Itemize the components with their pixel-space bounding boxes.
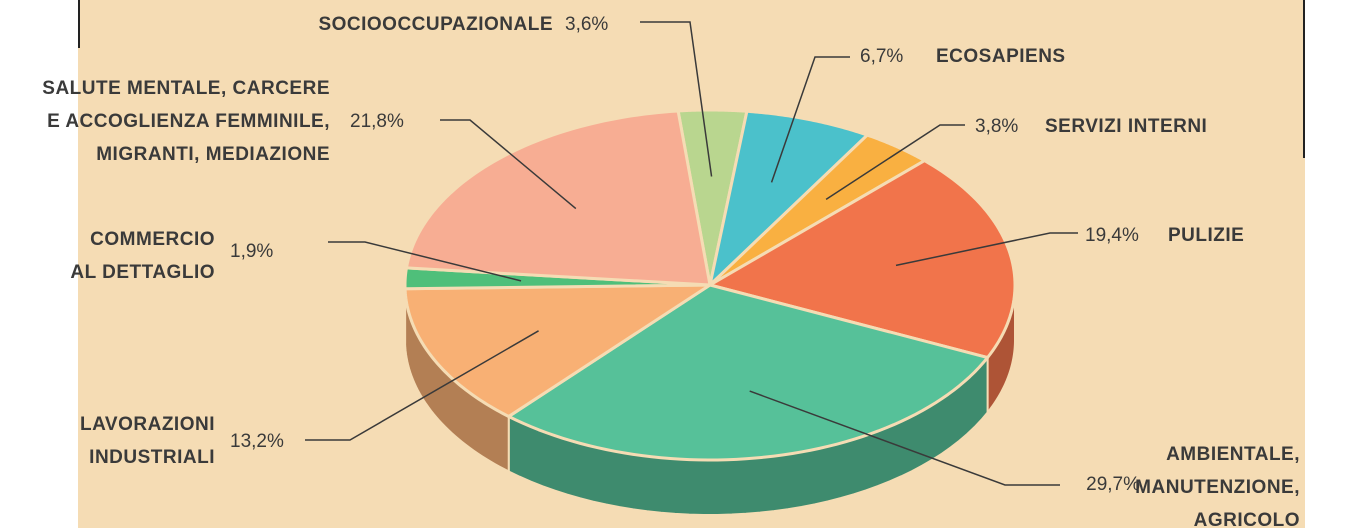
- leader-line: [305, 330, 539, 441]
- slice-name: SERVIZI INTERNI: [1045, 116, 1207, 137]
- slice: [676, 108, 749, 287]
- slice: [403, 283, 712, 418]
- value-label: 3,6%: [565, 14, 608, 35]
- slice: [708, 133, 927, 287]
- slice: [708, 109, 869, 287]
- slice: [708, 159, 1017, 360]
- leader-line: [328, 241, 522, 282]
- slice-name: PULIZIE: [1168, 225, 1244, 246]
- value-label: 21,8%: [350, 111, 404, 132]
- slice-name: ECOSAPIENS: [936, 46, 1066, 67]
- value-label: 29,7%: [1086, 474, 1140, 495]
- slice: [507, 283, 990, 462]
- value-label: 3,8%: [975, 116, 1018, 137]
- slice-name: LAVORAZIONI INDUSTRIALI: [80, 414, 215, 468]
- leader-line: [640, 21, 713, 177]
- value-label: 13,2%: [230, 431, 284, 452]
- leader-line: [749, 390, 1060, 486]
- leader-line: [895, 232, 1078, 267]
- value-label: 19,4%: [1085, 225, 1139, 246]
- leader-line: [440, 119, 577, 210]
- slice-name: SALUTE MENTALE, CARCERE E ACCOGLIENZA FEM…: [42, 78, 330, 165]
- slice-name: COMMERCIO AL DETTAGLIO: [70, 229, 215, 283]
- value-label: 1,9%: [230, 241, 273, 262]
- value-label: 6,7%: [860, 46, 903, 67]
- slice-name: SOCIOOCCUPAZIONALE: [318, 14, 553, 35]
- slice: [404, 109, 712, 287]
- leader-line: [770, 56, 850, 183]
- leader-line: [825, 124, 965, 200]
- slice-name: AMBIENTALE, MANUTENZIONE, AGRICOLO: [1135, 444, 1300, 528]
